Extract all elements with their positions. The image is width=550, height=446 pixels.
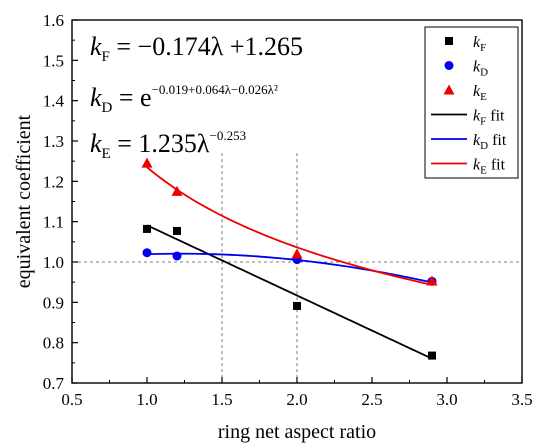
x-tick-label: 2.0 <box>286 390 307 409</box>
equation-kE-sup: −0.253 <box>210 128 247 143</box>
equation-kD-lhs: k <box>90 83 102 112</box>
data-point-kE <box>141 157 153 168</box>
fit-curve-kE-fit <box>146 166 433 286</box>
data-point-kF <box>173 226 181 235</box>
legend-label-kE: kE <box>473 83 487 103</box>
equation-kD-rhs: = e <box>112 83 151 112</box>
y-tick-label: 0.9 <box>43 293 64 312</box>
y-tick-label: 1.3 <box>43 132 64 151</box>
legend-label-kD: kD <box>473 59 488 79</box>
y-tick-label: 1.6 <box>43 11 64 30</box>
equation-kD-sup: −0.019+0.064λ−0.026λ² <box>152 82 278 97</box>
data-point-kE <box>291 248 303 259</box>
equation-kD: kD = e−0.019+0.064λ−0.026λ² <box>90 82 278 116</box>
x-tick-label: 2.5 <box>361 390 382 409</box>
legend: kF kD kE kF fit kD fit kE fit <box>424 26 519 179</box>
y-axis-title: equivalent coefficient <box>13 114 35 288</box>
x-tick-label: 0.5 <box>61 390 82 409</box>
x-tick-label: 1.0 <box>136 390 157 409</box>
fit-curve-kD-fit <box>146 252 433 284</box>
legend-label-kD-fit: kD fit <box>473 132 507 152</box>
y-tick-label: 1.0 <box>43 253 64 272</box>
equation-kE-sub: E <box>102 146 111 162</box>
data-point-kF <box>143 224 151 233</box>
equation-kF-sub: F <box>102 49 110 65</box>
fit-curves <box>146 166 433 360</box>
data-point-kD <box>142 248 152 258</box>
fit-curve-kF-fit <box>146 224 433 360</box>
legend-label-kE-fit: kE fit <box>473 157 506 177</box>
x-tick-label: 1.5 <box>211 390 232 409</box>
data-point-kF <box>428 351 436 360</box>
equation-kE-rhs: = 1.235λ <box>111 129 210 158</box>
equation-kF-lhs: k <box>90 32 102 61</box>
y-tick-label: 1.2 <box>43 172 64 191</box>
equation-kE: kE = 1.235λ−0.253 <box>90 128 246 162</box>
y-tick-label: 1.5 <box>43 51 64 70</box>
axis-ticks: 0.5 1.0 1.5 2.0 2.5 3.0 3.5 0.7 0.8 0.9 1.0 1.1 1.2 1… <box>43 11 533 409</box>
equation-kE-lhs: k <box>90 129 102 158</box>
x-tick-label: 3.0 <box>436 390 457 409</box>
reference-lines <box>72 153 522 383</box>
y-tick-label: 1.1 <box>43 213 64 232</box>
equation-kF: kF = −0.174λ +1.265 <box>90 32 303 65</box>
y-tick-label: 0.7 <box>43 374 65 393</box>
data-point-kF <box>293 301 301 310</box>
legend-box <box>424 26 519 179</box>
x-axis-title: ring net aspect ratio <box>218 421 376 443</box>
legend-marker-kF <box>445 37 453 45</box>
legend-marker-kE <box>443 84 455 95</box>
data-point-kD <box>172 251 182 261</box>
y-tick-label: 0.8 <box>43 334 64 353</box>
y-tick-label: 1.4 <box>43 92 65 111</box>
data-markers <box>141 157 438 360</box>
data-point-kE <box>171 185 183 196</box>
equation-kD-sub: D <box>102 100 113 116</box>
x-tick-label: 3.5 <box>511 390 532 409</box>
equations: kF = −0.174λ +1.265 kD = e−0.019+0.064λ−… <box>90 32 303 162</box>
legend-marker-kD <box>444 61 454 70</box>
data-point-kE <box>426 275 438 286</box>
legend-label-kF: kF <box>473 34 486 54</box>
equation-kF-rhs: = −0.174λ +1.265 <box>110 32 303 61</box>
legend-label-kF-fit: kF fit <box>473 108 505 128</box>
